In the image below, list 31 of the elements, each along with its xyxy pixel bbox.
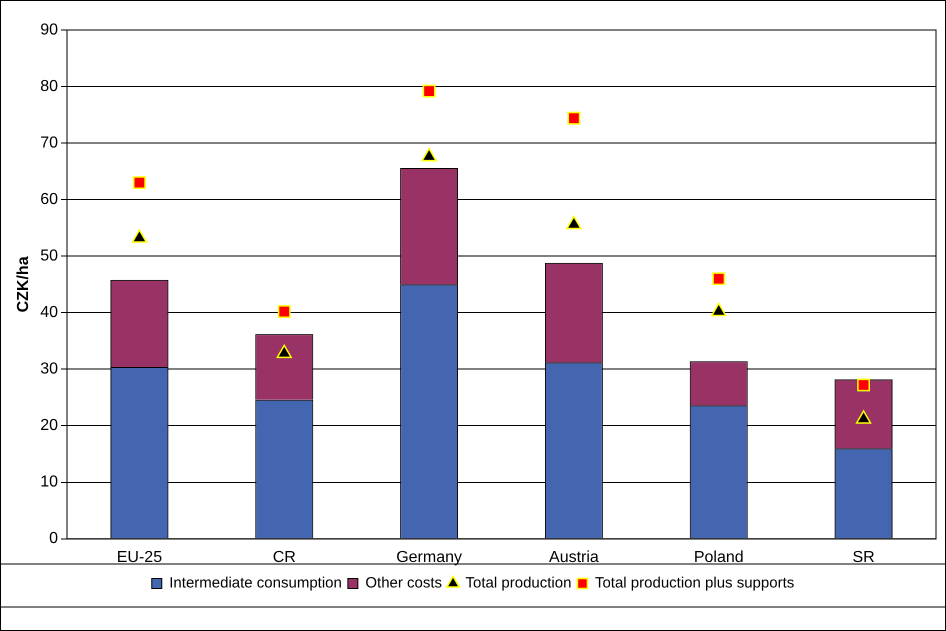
y-tick-label: 70 xyxy=(40,134,58,152)
x-tick-label: Poland xyxy=(694,548,744,566)
point xyxy=(856,410,872,424)
x-tick-label: SR xyxy=(852,548,875,566)
legend-label: Intermediate consumption xyxy=(169,574,342,592)
x-tick-label: CR xyxy=(272,548,296,566)
x-tick-label: Austria xyxy=(549,548,599,566)
y-tick-label: 60 xyxy=(40,191,58,208)
y-tick-label: 30 xyxy=(40,360,58,378)
point xyxy=(276,344,292,358)
point xyxy=(711,302,726,316)
legend-label: Total production plus supports xyxy=(594,574,794,592)
point xyxy=(568,112,580,125)
y-axis-title: CZK/ha xyxy=(15,256,32,312)
y-tick-label: 20 xyxy=(40,417,58,434)
point xyxy=(712,272,726,286)
point xyxy=(278,305,291,318)
y-tick-label: 80 xyxy=(40,78,58,95)
point xyxy=(422,84,436,98)
point xyxy=(566,216,582,230)
y-tick-label: 0 xyxy=(49,530,58,548)
y-tick-label: 90 xyxy=(40,21,58,38)
point xyxy=(132,229,148,243)
y-tick-label: 10 xyxy=(40,474,58,491)
legend-label: Other costs xyxy=(365,574,442,592)
x-tick-label: EU-25 xyxy=(116,548,162,566)
y-tick-label: 50 xyxy=(40,248,58,265)
legend-label: Total production xyxy=(466,574,572,592)
y-tick-label: 40 xyxy=(40,304,58,322)
point xyxy=(133,176,146,190)
x-tick-label: Germany xyxy=(396,548,462,566)
